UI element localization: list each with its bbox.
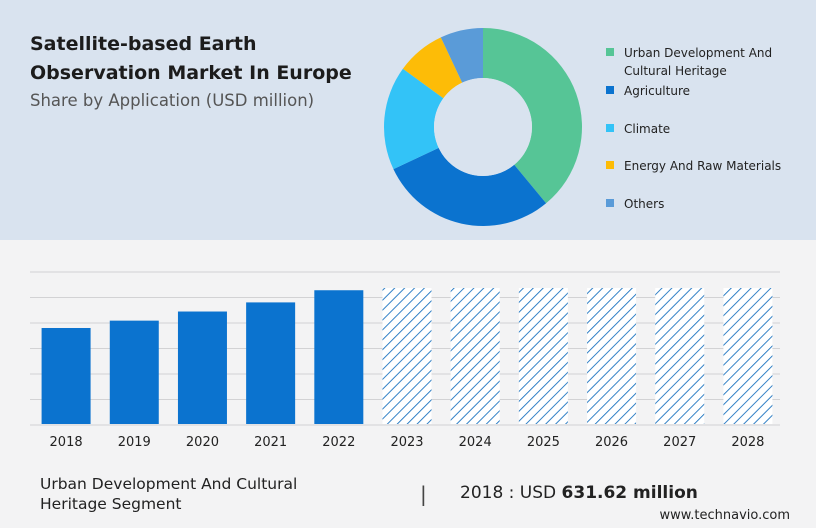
chart-subtitle: Share by Application (USD million) <box>30 91 315 110</box>
x-tick-label-2024: 2024 <box>459 435 492 450</box>
donut-slice-energy-and-raw-materials <box>402 37 463 99</box>
bar-2019 <box>109 320 159 424</box>
chart-title: Satellite-based Earth Observation Market… <box>30 33 352 84</box>
bar-2018 <box>41 327 91 424</box>
legend-item-urban-development: Urban Development And Cultural Heritage <box>606 44 794 80</box>
legend-item-energy-raw-materials: Energy And Raw Materials <box>606 157 794 175</box>
segment-value-amount: 631.62 million <box>561 483 698 503</box>
legend-swatch <box>606 199 614 207</box>
legend-item-others: Others <box>606 195 794 213</box>
donut-slice-others <box>440 28 483 83</box>
x-tick-label-2020: 2020 <box>186 435 219 450</box>
bar-forecast-2025 <box>518 288 568 424</box>
donut-slice-agriculture <box>393 147 547 226</box>
segment-label: Urban Development And Cultural Heritage … <box>40 475 298 513</box>
legend-label: Energy And Raw Materials <box>624 159 782 173</box>
segment-value: 2018 : USD 631.62 million <box>460 483 698 503</box>
legend-label: Urban Development And Cultural Heritage <box>624 46 773 78</box>
segment-value-prefix: 2018 : USD <box>460 483 562 503</box>
donut-slice-climate <box>384 68 444 170</box>
source-link[interactable]: www.technavio.com <box>659 508 790 523</box>
legend-swatch <box>606 48 614 56</box>
donut-slice-urban-development-and-cultural-heritage <box>483 28 582 204</box>
legend-label: Others <box>624 197 665 211</box>
bar-forecast-2024 <box>450 288 500 424</box>
legend-item-agriculture: Agriculture <box>606 82 794 100</box>
legend-item-climate: Climate <box>606 120 794 138</box>
bar-forecast-2028 <box>723 288 773 424</box>
bar-forecast-2026 <box>587 288 637 424</box>
bar-forecast-2027 <box>655 288 705 424</box>
legend-label: Agriculture <box>624 84 690 98</box>
donut-chart <box>384 28 582 226</box>
x-tick-label-2018: 2018 <box>50 435 83 450</box>
legend-swatch <box>606 161 614 169</box>
x-tick-label-2027: 2027 <box>663 435 696 450</box>
x-tick-label-2023: 2023 <box>390 435 423 450</box>
x-tick-label-2021: 2021 <box>254 435 287 450</box>
legend-swatch <box>606 86 614 94</box>
bar-chart: 2018 2019 2020 2021 2022 2023 2024 2025 2026 2027… <box>30 271 780 450</box>
legend-swatch <box>606 124 614 132</box>
x-tick-label-2026: 2026 <box>595 435 628 450</box>
footer-divider: | <box>420 482 427 506</box>
bar-2020 <box>177 311 227 424</box>
x-tick-label-2019: 2019 <box>118 435 151 450</box>
bar-2022 <box>314 290 364 424</box>
legend-label: Climate <box>624 122 671 136</box>
x-tick-label-2028: 2028 <box>731 435 764 450</box>
x-tick-label-2022: 2022 <box>322 435 355 450</box>
donut-hole <box>434 78 532 176</box>
bar-forecast-2023 <box>382 288 432 424</box>
x-tick-label-2025: 2025 <box>527 435 560 450</box>
bar-2021 <box>246 302 296 424</box>
